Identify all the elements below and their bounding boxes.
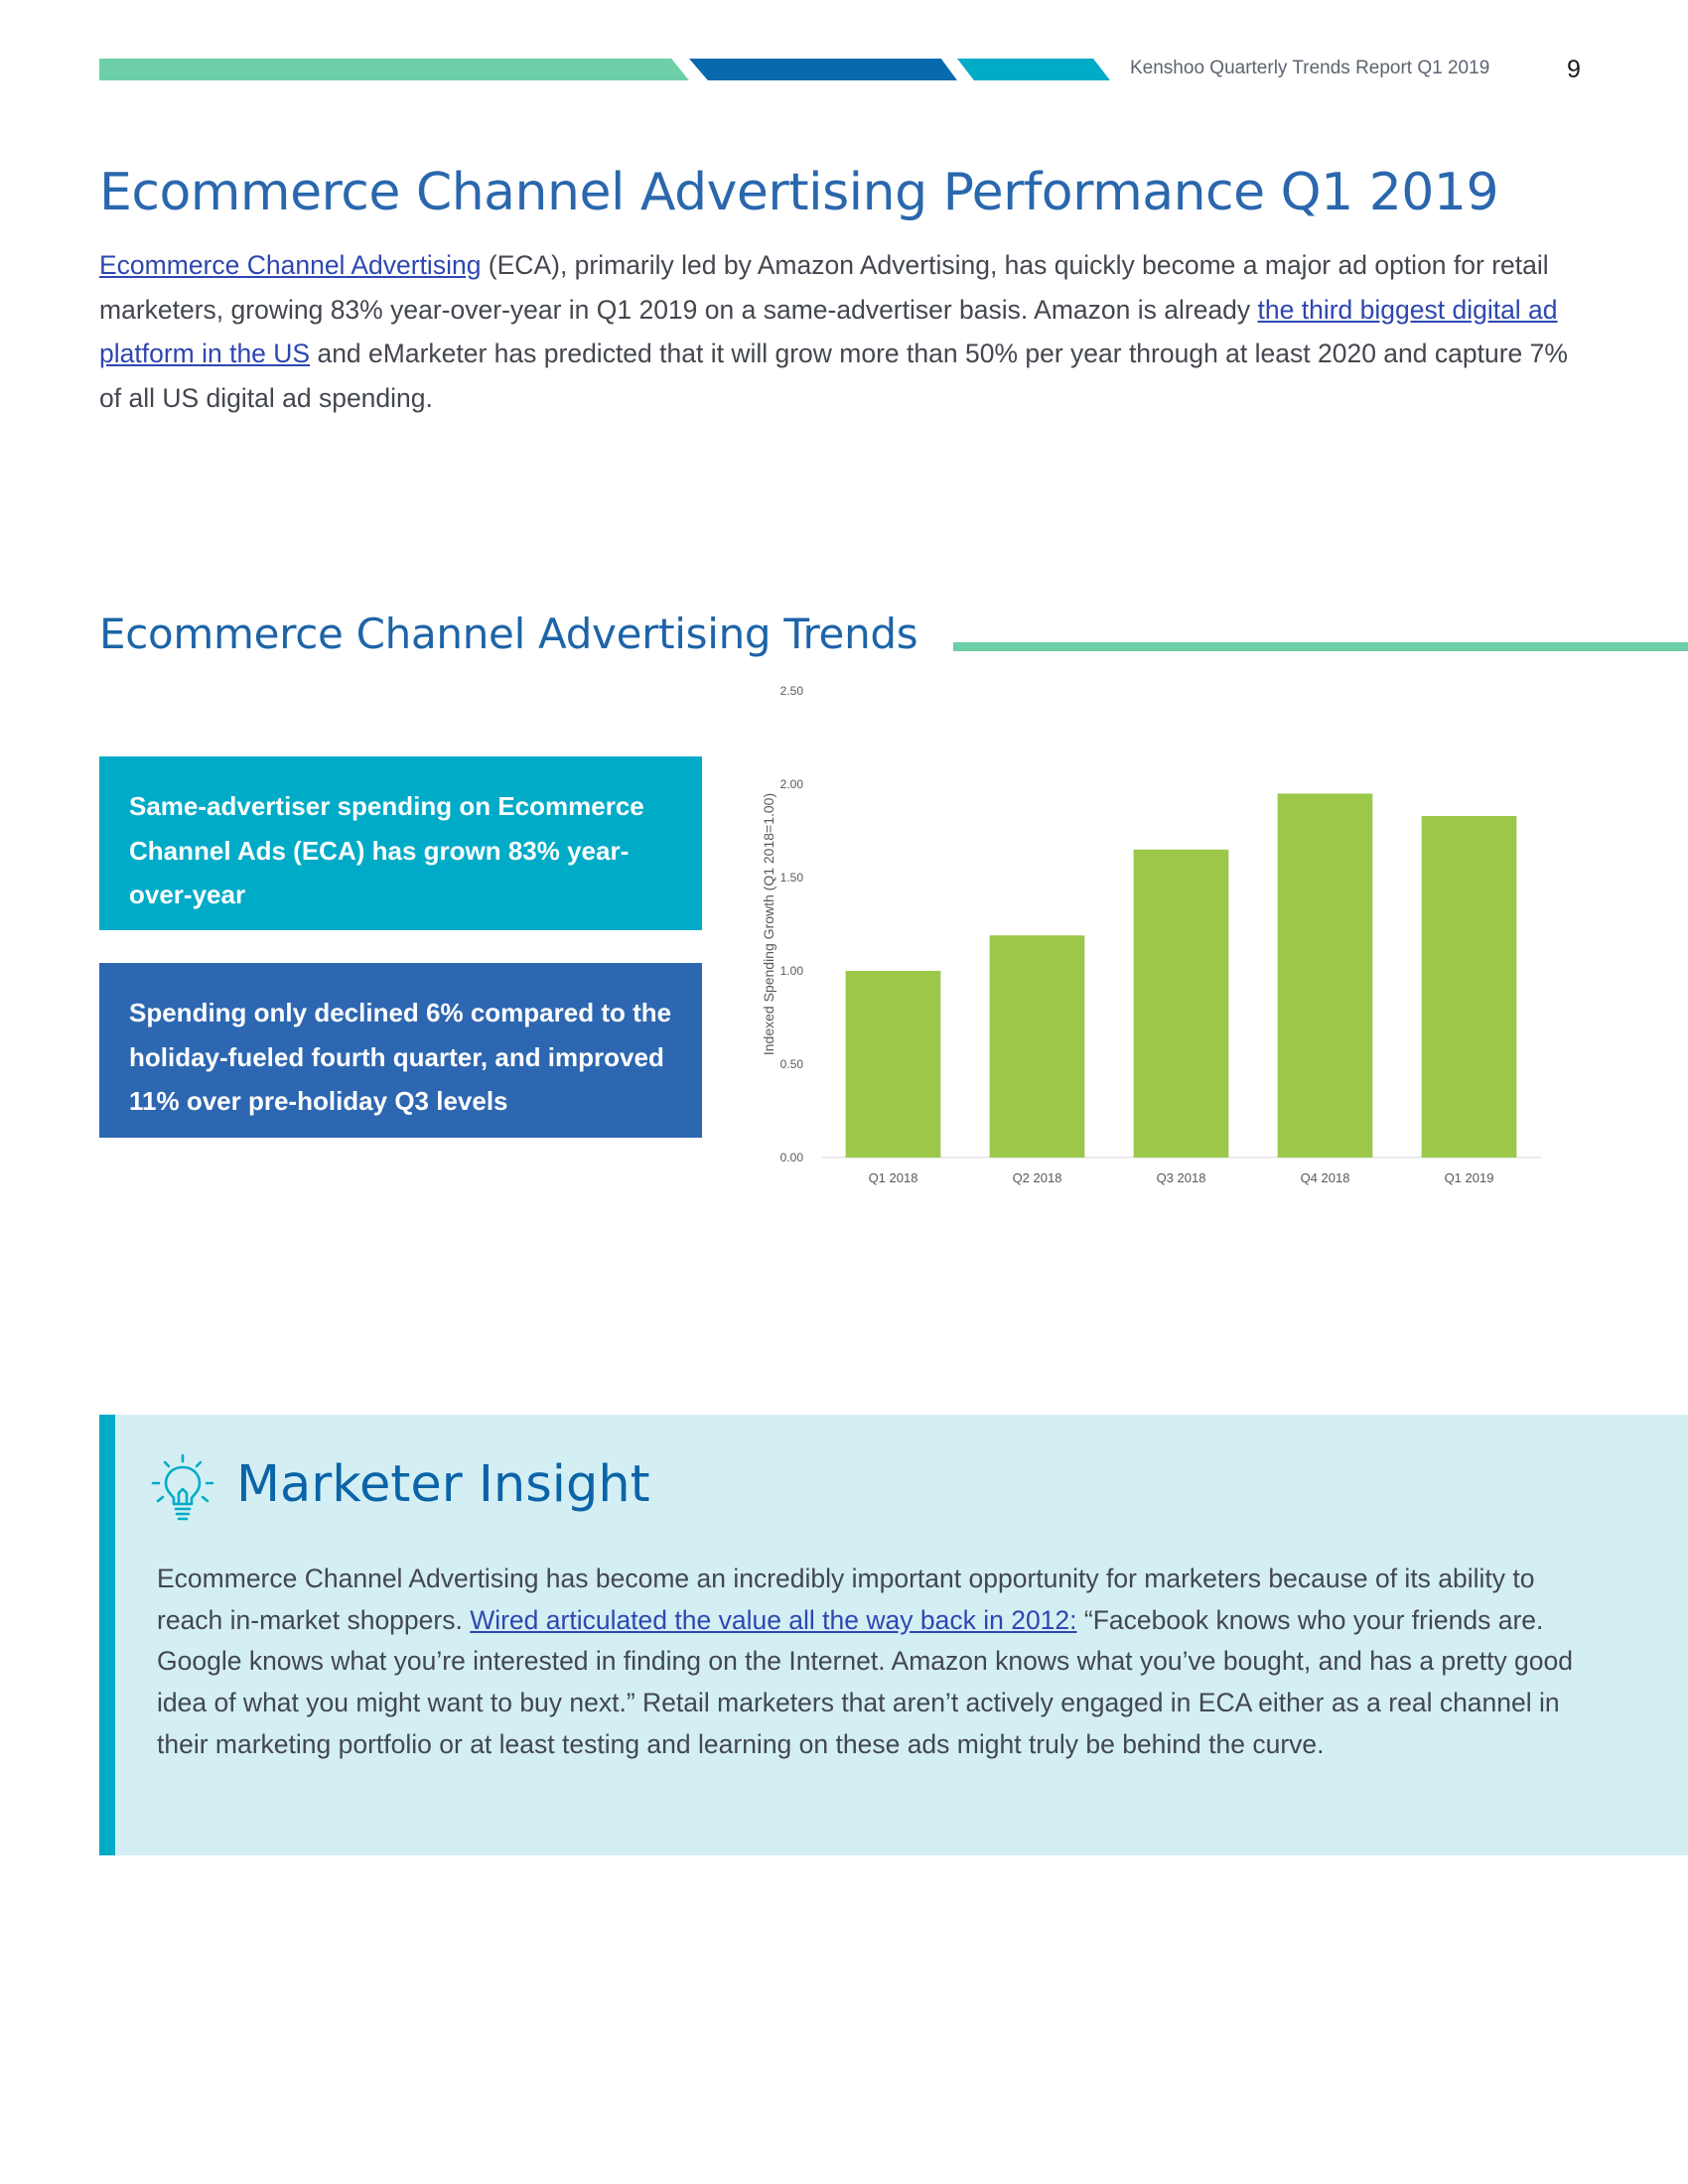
section-rule xyxy=(953,642,1688,651)
page-title: Ecommerce Channel Advertising Performanc… xyxy=(99,163,1499,222)
header-stripe-teal xyxy=(957,59,1110,80)
bar-q2-2018 xyxy=(989,935,1085,1158)
insight-accent-bar xyxy=(99,1415,115,1855)
x-tick-label: Q3 2018 xyxy=(1157,1170,1206,1185)
report-title: Kenshoo Quarterly Trends Report Q1 2019 xyxy=(1130,58,1490,78)
y-tick-label: 1.00 xyxy=(780,964,804,978)
header-stripe-blue xyxy=(689,59,957,80)
eca-link[interactable]: Ecommerce Channel Advertising xyxy=(99,250,482,280)
insight-text-1: Ecommerce Channel Advertising has become… xyxy=(157,1564,1535,1635)
insight-text-2: “Facebook knows who your friends are. Go… xyxy=(157,1604,1574,1759)
y-tick-label: 1.50 xyxy=(780,871,804,885)
insight-title: Marketer Insight xyxy=(236,1455,650,1514)
y-tick-label: 0.50 xyxy=(780,1057,804,1071)
x-tick-label: Q2 2018 xyxy=(1013,1170,1062,1185)
intro-paragraph: Ecommerce Channel Advertising (ECA), pri… xyxy=(99,243,1569,420)
bar-q1-2019 xyxy=(1421,815,1517,1158)
x-tick-label: Q1 2018 xyxy=(869,1170,918,1185)
callout-yoy-growth: Same-advertiser spending on Ecommerce Ch… xyxy=(99,756,702,930)
x-tick-label: Q1 2019 xyxy=(1445,1170,1494,1185)
intro-text-2: and eMarketer has predicted that it will… xyxy=(99,339,1568,413)
bar-q1-2018 xyxy=(845,971,941,1158)
wired-link[interactable]: Wired articulated the value all the way … xyxy=(470,1604,1077,1635)
page-number: 9 xyxy=(1567,56,1581,83)
spending-growth-chart: 0.00 0.50 1.00 1.50 2.00 2.50 Q1 2018 Q2 2018 Q3… xyxy=(761,684,1541,1185)
lightbulb-icon xyxy=(151,1453,214,1521)
section-title: Ecommerce Channel Advertising Trends xyxy=(99,610,918,658)
y-tick-label: 2.50 xyxy=(780,684,804,698)
y-axis-label: Indexed Spending Growth (Q1 2018=1.00) xyxy=(761,793,776,1055)
bar-q3-2018 xyxy=(1133,849,1229,1158)
header-stripe-green xyxy=(99,59,689,80)
y-tick-label: 2.00 xyxy=(780,777,804,791)
x-tick-label: Q4 2018 xyxy=(1301,1170,1350,1185)
y-tick-label: 0.00 xyxy=(780,1151,804,1164)
callout-quarter-change: Spending only declined 6% compared to th… xyxy=(99,963,702,1138)
intro-text-1: (ECA), primarily led by Amazon Advertisi… xyxy=(99,250,1549,325)
insight-paragraph: Ecommerce Channel Advertising has become… xyxy=(157,1559,1587,1766)
insight-box xyxy=(99,1415,1688,1855)
bar-q4-2018 xyxy=(1277,793,1373,1158)
third-biggest-platform-link[interactable]: the third biggest digital ad platform in… xyxy=(99,294,1558,369)
